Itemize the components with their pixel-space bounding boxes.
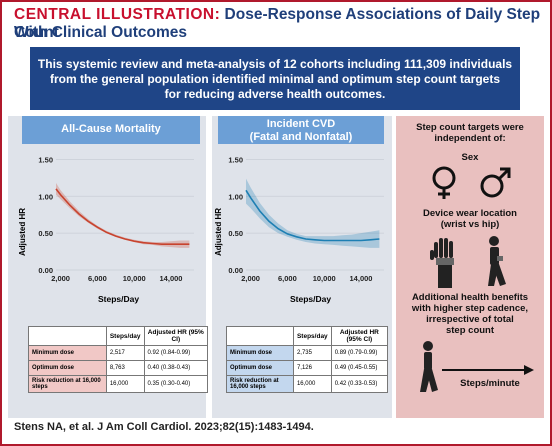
title-rest: Dose-Response Associations of Daily Step… — [14, 6, 541, 41]
table-row: Minimum dose 2,735 0.89 (0.79-0.99) — [226, 345, 389, 361]
y-tick-label: 0.00 — [38, 266, 53, 275]
arrow-head-icon — [524, 365, 534, 375]
confidence-band — [56, 183, 190, 248]
cvd-title-line: Incident CVD — [266, 118, 336, 130]
table-cell: 0.42 (0.33-0.53) — [330, 375, 389, 393]
cvd-table: Steps/day Adjusted HR (95% CI) Minimum d… — [226, 326, 389, 393]
x-tick-label: 6,000 — [278, 274, 297, 283]
table-header: Adjusted HR (95% CI) — [143, 326, 209, 346]
table-cell: Risk reduction at 16,000 steps — [28, 375, 107, 393]
device-line: (wrist vs hip) — [440, 219, 500, 230]
page-title: CENTRAL ILLUSTRATION: Dose-Response Asso… — [14, 6, 552, 42]
mortality-panel: All-Cause Mortality Adjusted HR 0.00 0.50… — [8, 116, 209, 418]
hr-curve — [245, 189, 380, 242]
cvd-chart: 0.00 0.50 1.00 1.50 2,000 6,000 10,000 14,000 — [228, 155, 384, 283]
table-cell: 16,000 — [105, 375, 145, 393]
y-tick-label: 1.50 — [228, 155, 243, 164]
sidebar-heading: Step count targets were independent of: — [396, 122, 544, 144]
banner-line: for reducing adverse health outcomes. — [164, 87, 386, 101]
table-header — [28, 326, 107, 346]
citation: Stens NA, et al. J Am Coll Cardiol. 2023… — [14, 421, 314, 433]
banner-line: from the general population identified m… — [49, 72, 501, 86]
female-symbol-icon — [432, 166, 456, 199]
x-tick-label: 10,000 — [123, 274, 146, 283]
x-tick-label: 6,000 — [88, 274, 107, 283]
x-tick-label: 2,000 — [241, 274, 260, 283]
cadence-line: irrespective of total — [426, 314, 514, 325]
table-header: Steps/day — [105, 326, 145, 346]
cadence-text: Additional health benefits with higher s… — [396, 292, 544, 336]
table-cell: 0.40 (0.38-0.43) — [143, 360, 209, 376]
table-cell: 16,000 — [292, 375, 332, 393]
x-tick-label: 2,000 — [51, 274, 70, 283]
table-row: Minimum dose 2,517 0.92 (0.84-0.99) — [28, 345, 209, 361]
table-cell: 0.49 (0.45-0.55) — [330, 360, 389, 376]
table-row: Optimum dose 8,763 0.40 (0.38-0.43) — [28, 360, 209, 376]
table-cell: 2,735 — [292, 345, 332, 361]
walking-person-icon — [420, 341, 438, 392]
title-lead: CENTRAL ILLUSTRATION: — [14, 6, 221, 23]
table-cell: 2,517 — [105, 345, 145, 361]
table-row: Risk reduction at 16,000 steps 16,000 0.… — [28, 375, 209, 393]
mortality-chart-title: All-Cause Mortality — [22, 116, 200, 144]
table-cell: 0.89 (0.79-0.99) — [330, 345, 389, 361]
cvd-x-axis-label: Steps/Day — [290, 294, 332, 304]
table-cell: 0.92 (0.84-0.99) — [143, 345, 209, 361]
cadence-line: step count — [445, 325, 495, 336]
device-line: Device wear location — [423, 208, 517, 219]
x-tick-label: 14,000 — [350, 274, 373, 283]
walking-person-hip-icon — [488, 236, 506, 286]
y-tick-label: 1.50 — [38, 155, 53, 164]
y-tick-label: 0.50 — [228, 229, 243, 238]
cvd-subtitle-line: (Fatal and Nonfatal) — [249, 131, 353, 143]
table-row: Risk reduction at 16,000 steps 16,000 0.… — [226, 375, 389, 393]
table-cell: Minimum dose — [28, 345, 107, 361]
table-header: Steps/day — [292, 326, 332, 346]
x-tick-label: 10,000 — [313, 274, 336, 283]
cadence-line: with higher step cadence, — [411, 303, 529, 314]
table-cell: Risk reduction at 16,000 steps — [226, 375, 294, 393]
steps-minute-label: Steps/minute — [460, 378, 520, 389]
mortality-x-axis-label: Steps/Day — [98, 294, 140, 304]
y-tick-label: 1.00 — [38, 192, 53, 201]
confidence-band — [246, 178, 380, 248]
device-icons — [430, 236, 506, 288]
x-tick-label: 14,000 — [160, 274, 183, 283]
table-header — [226, 326, 294, 346]
wrist-hand-icon — [430, 238, 454, 288]
table-cell: 7,126 — [292, 360, 332, 376]
mortality-chart: 0.00 0.50 1.00 1.50 2,000 6,000 10,000 14,000 — [38, 155, 194, 283]
y-tick-label: 0.50 — [38, 229, 53, 238]
cadence-line: Additional health benefits — [411, 292, 529, 303]
cvd-chart-title: Incident CVD (Fatal and Nonfatal) — [218, 116, 384, 144]
cvd-panel: Incident CVD (Fatal and Nonfatal) Adjust… — [212, 116, 392, 418]
table-row: Optimum dose 7,126 0.49 (0.45-0.55) — [226, 360, 389, 376]
table-cell: 0.35 (0.30-0.40) — [143, 375, 209, 393]
sex-label: Sex — [461, 152, 479, 163]
sidebar-heading-line: Step count targets were — [416, 122, 524, 133]
hr-curve — [55, 188, 190, 245]
device-label: Device wear location (wrist vs hip) — [396, 208, 544, 230]
table-cell: 8,763 — [105, 360, 145, 376]
cadence-graphic — [420, 341, 534, 392]
y-tick-label: 0.00 — [228, 266, 243, 275]
table-cell: Minimum dose — [226, 345, 294, 361]
mortality-table: Steps/day Adjusted HR (95% CI) Minimum d… — [28, 326, 209, 393]
sex-symbols — [432, 166, 511, 199]
table-cell: Optimum dose — [226, 360, 294, 376]
independence-sidebar: Step count targets were independent of: … — [396, 116, 544, 418]
sidebar-heading-line: independent of: — [434, 133, 506, 144]
y-tick-label: 1.00 — [228, 192, 243, 201]
male-symbol-icon — [480, 167, 511, 198]
banner-line: This systemic review and meta-analysis o… — [37, 57, 513, 71]
table-cell: Optimum dose — [28, 360, 107, 376]
page-subtitle: With Clinical Outcomes — [14, 24, 187, 41]
summary-banner: This systemic review and meta-analysis o… — [30, 47, 520, 110]
table-header: Adjusted HR (95% CI) — [330, 326, 389, 346]
